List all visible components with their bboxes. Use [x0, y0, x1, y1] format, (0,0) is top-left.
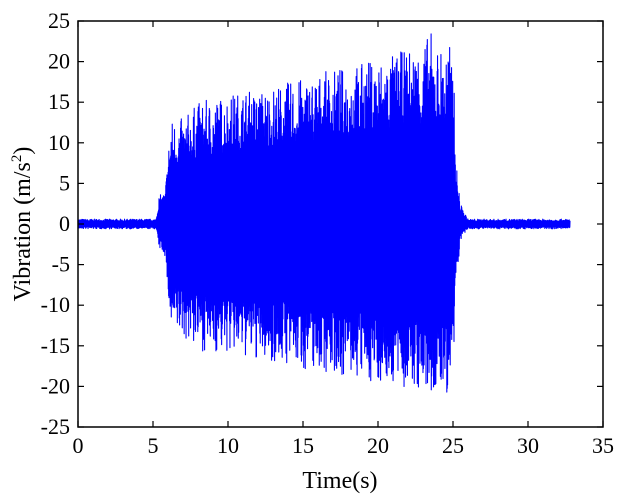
x-tick-label: 30	[517, 433, 539, 458]
y-tick-label: -10	[41, 292, 70, 317]
y-tick-label: 0	[59, 211, 70, 236]
y-axis-label-tail: )	[10, 147, 36, 155]
y-axis-label: Vibration (m/s2)	[9, 147, 36, 302]
y-axis: -25 -20 -15 -10 -5 0 5 10 15 20 25	[41, 8, 603, 439]
y-axis-label-superscript: 2	[9, 155, 25, 163]
x-axis: 0 5 10 15 20 25 30 35	[73, 21, 614, 458]
x-tick-label: 25	[442, 433, 464, 458]
y-tick-label: -15	[41, 333, 70, 358]
y-tick-label: 20	[48, 49, 70, 74]
x-tick-label: 0	[73, 433, 84, 458]
y-axis-label-main: Vibration (m/s	[10, 162, 36, 301]
x-tick-label: 5	[148, 433, 159, 458]
y-tick-label: 10	[48, 130, 70, 155]
x-tick-label: 20	[367, 433, 389, 458]
y-tick-label: -5	[52, 252, 70, 277]
y-tick-label: -20	[41, 373, 70, 398]
y-tick-label: 25	[48, 8, 70, 33]
x-tick-label: 10	[217, 433, 239, 458]
signal-line	[77, 33, 571, 393]
x-tick-label: 15	[292, 433, 314, 458]
y-tick-label: 15	[48, 89, 70, 114]
x-tick-label: 35	[592, 433, 614, 458]
y-tick-label: 5	[59, 170, 70, 195]
vibration-signal	[77, 33, 571, 393]
x-axis-label: Time(s)	[302, 468, 377, 494]
y-tick-label: -25	[41, 414, 70, 439]
